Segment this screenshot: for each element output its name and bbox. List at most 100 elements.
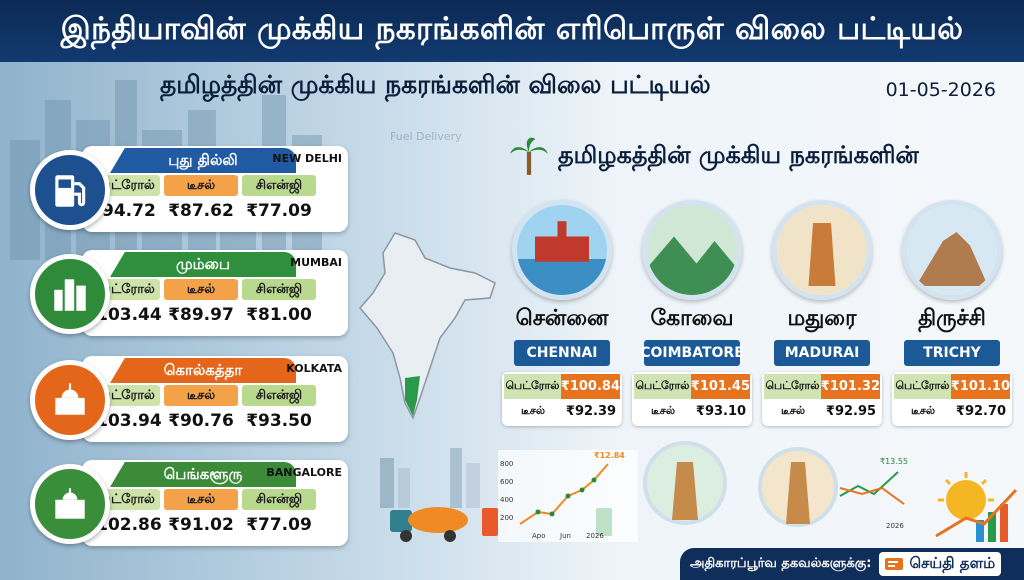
subtitle: தமிழத்தின் முக்கிய நகரங்களின் விலை பட்டி… [160,70,711,99]
tn-city-chennai: சென்னை [502,200,622,334]
india-map [359,232,496,420]
cng-price: ₹77.09 [246,515,312,535]
diesel-price: ₹92.95 [825,404,877,419]
petrol-price: ₹101.32 [820,374,880,399]
cng-label: சிஎன்ஜி [242,175,316,196]
chart-y-tick: 800 [500,460,513,468]
price-box-madurai: MADURAI பெட்ரோல் ₹101.32 டீசல் ₹92.95 [762,340,882,426]
footer-text: அதிகாரப்பூர்வ தகவல்களுக்கு: [690,556,872,571]
diesel-price: ₹90.76 [168,411,234,431]
price-box-coimbatore: COIMBATORE பெட்ரோல் ₹101.45 டீசல் ₹93.10 [632,340,752,426]
city-card-new-delhi: புது தில்லி NEW DELHI பெட்ரோல் ₹94.72 டீச… [30,146,348,232]
city-name-ta: கோவை [650,306,734,331]
chart-x-tick: 2026 [586,532,604,540]
city-name: கொல்கத்தா [110,358,296,383]
diesel-price: ₹91.02 [168,515,234,535]
temple-gopuram-illustration [772,200,872,300]
cng-label: சிஎன்ஜி [242,385,316,406]
city-card-bangalore: பெங்களூரு BANGALORE பெட்ரோல் ₹102.86 டீசல… [30,460,348,546]
hills-illustration [642,200,742,300]
trend-x-tick: 2026 [886,522,904,530]
tamilnadu-title-text: தமிழகத்தின் முக்கிய நகரங்களின் [558,140,919,169]
cng-price: ₹93.50 [246,411,312,431]
temple-illustration [643,441,727,525]
footer-bar: அதிகாரப்பூர்வ தகவல்களுக்கு: செய்தி தளம் [680,548,1024,580]
brand-name: செய்தி தளம் [909,554,996,572]
diesel-price: ₹92.70 [955,404,1007,419]
city-name-en: TRICHY [904,340,1000,366]
city-name: மும்பை [110,252,296,277]
cng-price: ₹81.00 [246,305,312,325]
petrol-price: ₹100.84 [560,374,620,399]
city-name-en: COIMBATORE [640,340,744,366]
fuel-row: பெட்ரோல் ₹103.94 டீசல் ₹90.76 சிஎன்ஜி ₹93.5… [84,385,316,436]
city-name-en: NEW DELHI [272,152,342,165]
palm-tree-icon [510,137,548,175]
vidhana-soudha-icon [30,464,110,544]
skyscraper-icon [30,254,110,334]
city-name-en: CHENNAI [514,340,610,366]
diesel-label: டீசல் [164,279,238,300]
brand-logo[interactable]: செய்தி தளம் [879,552,1002,576]
chart-peak-label: ₹12.84 [594,451,625,460]
fuel-row: பெட்ரோல் ₹103.44 டீசல் ₹89.97 சிஎன்ஜி ₹81.0… [84,279,316,330]
diesel-label: டீசல் [651,404,675,417]
sun-growth-illustration [935,472,1018,542]
tamilnadu-highlight [405,376,420,416]
fuel-pump-icon [30,150,110,230]
petrol-price: ₹101.45 [690,374,750,399]
city-name-ta: திருச்சி [918,306,986,331]
header-bar: இந்தியாவின் முக்கிய நகரங்களின் எரிபொருள்… [0,0,1024,62]
diesel-price: ₹92.39 [565,404,617,419]
price-box-trichy: TRICHY பெட்ரோல் ₹101.10 டீசல் ₹92.70 [892,340,1012,426]
diesel-label: டீசல் [911,404,935,417]
petrol-label: பெட்ரோல் [894,374,951,399]
chart-y-tick: 600 [500,478,513,486]
fuel-row: பெட்ரோல் ₹94.72 டீசல் ₹87.62 சிஎன்ஜி ₹77.09 [86,175,316,226]
diesel-price: ₹89.97 [168,305,234,325]
cng-price: ₹77.09 [246,201,312,221]
chart-y-tick: 400 [500,496,513,504]
petrol-label: பெட்ரோல் [764,374,821,399]
tn-city-coimbatore: கோவை [632,200,752,334]
date-label: 01-05-2026 [885,79,996,101]
petrol-label: பெட்ரோல் [504,374,561,399]
trend-peak-label: ₹13.55 [880,457,908,466]
chart-x-tick: Apo [532,532,546,540]
price-box-chennai: CHENNAI பெட்ரோல் ₹100.84 டீசல் ₹92.39 [502,340,622,426]
city-name-en: KOLKATA [286,362,342,375]
petrol-label: பெட்ரோல் [634,374,691,399]
chennai-central-illustration [512,200,612,300]
city-name: பெங்களூரு [110,462,296,487]
price-trend-chart-illustration: 800 600 400 200 Apo Jun 2026 ₹12.84 [498,450,638,542]
tamilnadu-section-title: தமிழகத்தின் முக்கிய நகரங்களின் [508,135,919,177]
tn-city-madurai: மதுரை [762,200,882,334]
victoria-memorial-icon [30,360,110,440]
diesel-label: டீசல் [781,404,805,417]
city-name-ta: சென்னை [515,306,609,331]
city-card-mumbai: மும்பை MUMBAI பெட்ரோல் ₹103.44 டீசல் ₹89.9… [30,250,348,336]
city-name-en: MADURAI [774,340,870,366]
tn-city-trichy: திருச்சி [892,200,1012,334]
truck-sign: Fuel Delivery [390,130,462,143]
chart-y-tick: 200 [500,514,513,522]
rock-fort-illustration [902,200,1002,300]
city-name: புது தில்லி [110,148,296,173]
chart-x-tick: Jun [559,532,571,540]
page-title: இந்தியாவின் முக்கிய நகரங்களின் எரிபொருள்… [60,11,964,47]
petrol-price: ₹101.10 [950,374,1010,399]
city-name-en: MUMBAI [290,256,342,269]
diesel-price: ₹93.10 [695,404,747,419]
city-name-ta: மதுரை [787,306,857,331]
diesel-label: டீசல் [164,175,238,196]
news-logo-icon [885,558,904,570]
cng-label: சிஎன்ஜி [242,489,316,510]
diesel-label: டீசல் [521,404,545,417]
temple-trend-illustration: ₹13.55 2026 [758,447,908,530]
city-name-en: BANGALORE [266,466,342,479]
diesel-label: டீசல் [164,385,238,406]
cng-label: சிஎன்ஜி [242,279,316,300]
diesel-price: ₹87.62 [168,201,234,221]
diesel-label: டீசல் [164,489,238,510]
city-card-kolkata: கொல்கத்தா KOLKATA பெட்ரோல் ₹103.94 டீசல் ₹… [30,356,348,442]
